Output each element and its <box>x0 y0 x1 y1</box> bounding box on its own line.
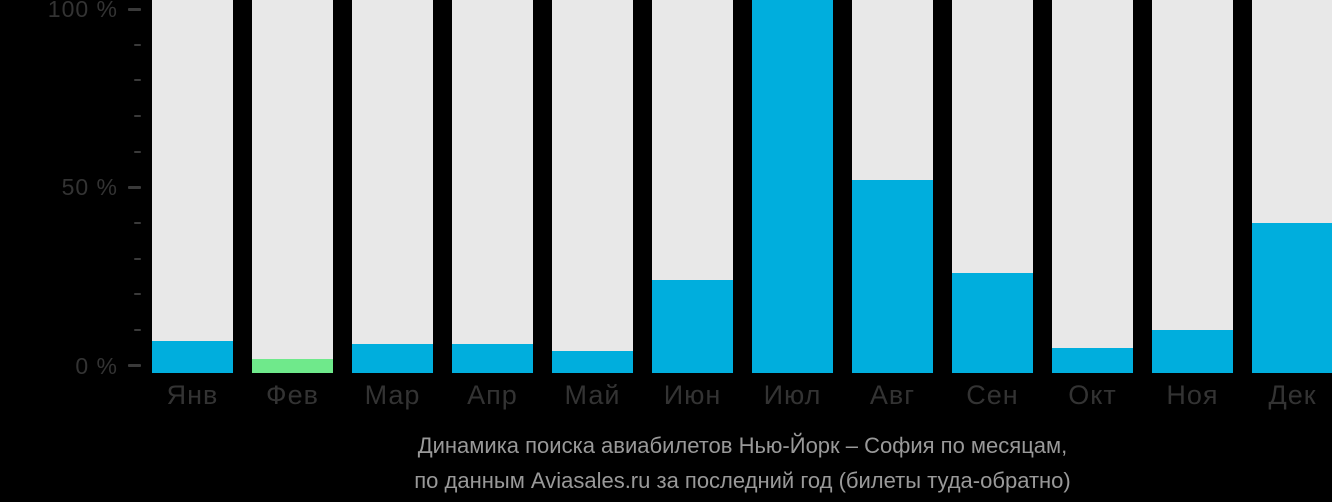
x-tick-label-3: Мар <box>364 380 421 410</box>
bar-2 <box>252 359 333 373</box>
y-tick-minor <box>134 115 141 117</box>
column-5 <box>552 0 633 373</box>
x-tick-label-6: Июн <box>663 380 722 410</box>
plot-area <box>152 0 1332 373</box>
caption-line-2: по данным Aviasales.ru за последний год … <box>414 468 1071 493</box>
x-tick-label-11: Ноя <box>1166 380 1219 410</box>
x-tick-label-1: Янв <box>166 380 219 410</box>
y-tick-major <box>128 364 141 367</box>
column-6 <box>652 0 733 373</box>
column-4 <box>452 0 533 373</box>
y-tick-minor <box>134 258 141 260</box>
column-3 <box>352 0 433 373</box>
x-tick-label-9: Сен <box>966 380 1019 410</box>
x-tick-label-8: Авг <box>869 380 916 410</box>
column-11 <box>1152 0 1233 373</box>
x-tick-label-12: Дек <box>1268 380 1317 410</box>
y-tick-minor <box>134 151 141 153</box>
y-tick-minor <box>134 329 141 331</box>
x-tick-label-7: Июл <box>763 380 822 410</box>
x-tick-label-5: Май <box>564 380 621 410</box>
y-tick-label-100: 100 % <box>47 0 118 22</box>
y-tick-minor <box>134 79 141 81</box>
y-tick-minor <box>134 222 141 224</box>
x-tick-label-2: Фев <box>266 380 319 410</box>
y-tick-major <box>128 186 141 189</box>
chart-caption: Динамика поиска авиабилетов Нью-Йорк – С… <box>152 428 1332 498</box>
y-tick-minor <box>134 44 141 46</box>
bar-10 <box>1052 348 1133 373</box>
y-tick-major <box>128 8 141 11</box>
bar-5 <box>552 351 633 373</box>
x-tick-label-4: Апр <box>467 380 518 410</box>
bar-6 <box>652 280 733 373</box>
column-7 <box>752 0 833 373</box>
column-8 <box>852 0 933 373</box>
y-tick-label-50: 50 % <box>61 174 118 200</box>
y-tick-minor <box>134 293 141 295</box>
bar-7 <box>752 0 833 373</box>
column-1 <box>152 0 233 373</box>
bar-1 <box>152 341 233 373</box>
y-axis: 100 % 50 % 0 % <box>0 0 152 379</box>
caption-line-1: Динамика поиска авиабилетов Нью-Йорк – С… <box>417 433 1068 458</box>
column-12 <box>1252 0 1332 373</box>
bar-11 <box>1152 330 1233 373</box>
x-axis-labels: Янв Фев Мар Апр Май Июн Июл Авг Сен Окт Ноя Дек <box>152 373 1332 417</box>
bar-8 <box>852 180 933 373</box>
y-tick-label-0: 0 % <box>75 353 118 379</box>
column-9 <box>952 0 1033 373</box>
bar-12 <box>1252 223 1332 373</box>
x-tick-label-10: Окт <box>1068 380 1117 410</box>
bar-9 <box>952 273 1033 373</box>
column-10 <box>1052 0 1133 373</box>
bar-3 <box>352 344 433 373</box>
bar-4 <box>452 344 533 373</box>
column-2 <box>252 0 333 373</box>
